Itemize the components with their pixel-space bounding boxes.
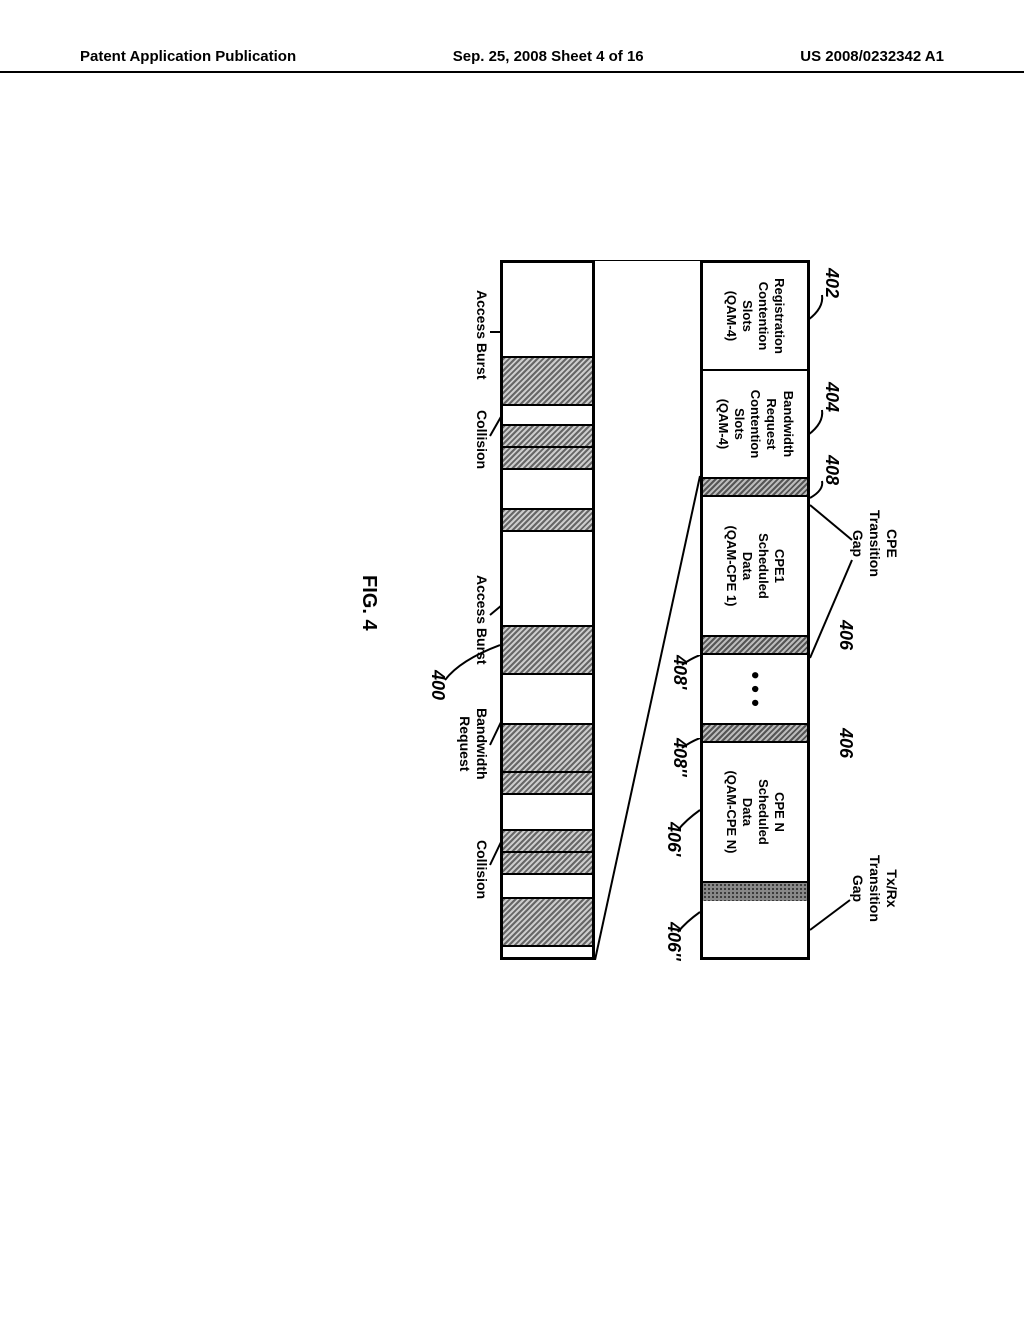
expansion-lines	[595, 260, 700, 960]
header-right: US 2008/0232342 A1	[800, 48, 944, 71]
l-blank-4	[503, 675, 592, 725]
seg-registration: Registration Contention Slots (QAM-4)	[703, 263, 807, 371]
l-blank-0	[503, 263, 592, 358]
seg-cpe1: CPE1 Scheduled Data (QAM-CPE 1)	[703, 497, 807, 637]
l-blank-6	[503, 875, 592, 899]
gap-408	[703, 479, 807, 497]
gap-txrx	[703, 883, 807, 901]
seg-cpen: CPE N Scheduled Data (QAM-CPE N)	[703, 743, 807, 883]
l-coll-1b	[503, 448, 592, 470]
l-blank-3	[503, 532, 592, 627]
gap-408p	[703, 637, 807, 655]
header-mid: Sep. 25, 2008 Sheet 4 of 16	[453, 48, 644, 71]
ref-406p-leader	[676, 808, 700, 838]
label-txrx-gap: Tx/Rx Transition Gap	[850, 855, 900, 922]
l-extra-2	[503, 899, 592, 947]
seg-bandwidth: Bandwidth Request Contention Slots (QAM-…	[703, 371, 807, 479]
ref-406b: 406	[835, 728, 856, 758]
page-header: Patent Application Publication Sep. 25, …	[0, 48, 1024, 73]
header-left: Patent Application Publication	[80, 48, 296, 71]
seg-ellipsis: • • •	[703, 655, 807, 725]
ref-408p-leader	[680, 655, 700, 683]
l-blank-2	[503, 470, 592, 510]
l-bwreq-b	[503, 773, 592, 795]
gap-408pp	[703, 725, 807, 743]
l-extra-1	[503, 510, 592, 532]
ref-402-leader	[802, 290, 832, 330]
l-blank-1	[503, 406, 592, 426]
ref-408-leader	[805, 478, 830, 508]
lower-expanded-row	[500, 260, 595, 960]
ref-404-leader	[802, 405, 832, 445]
ref-400-leader	[440, 640, 500, 690]
figure-4: Registration Contention Slots (QAM-4) Ba…	[120, 260, 900, 980]
l-coll-2a	[503, 831, 592, 853]
l-access-2	[503, 627, 592, 675]
figure-label: FIG. 4	[357, 575, 380, 631]
upper-subframe-row: Registration Contention Slots (QAM-4) Ba…	[700, 260, 810, 960]
ref-406pp-leader	[676, 910, 700, 940]
lower-leaders	[485, 260, 505, 960]
ref-406a: 406	[835, 620, 856, 650]
txrx-gap-leader	[805, 260, 855, 960]
l-blank-5	[503, 795, 592, 831]
ref-408pp-leader	[680, 738, 700, 766]
l-bwreq-a	[503, 725, 592, 773]
l-coll-1a	[503, 426, 592, 448]
l-access-1	[503, 358, 592, 406]
l-coll-2b	[503, 853, 592, 875]
figure-canvas: Registration Contention Slots (QAM-4) Ba…	[120, 260, 900, 980]
l-blank-7	[503, 947, 592, 957]
